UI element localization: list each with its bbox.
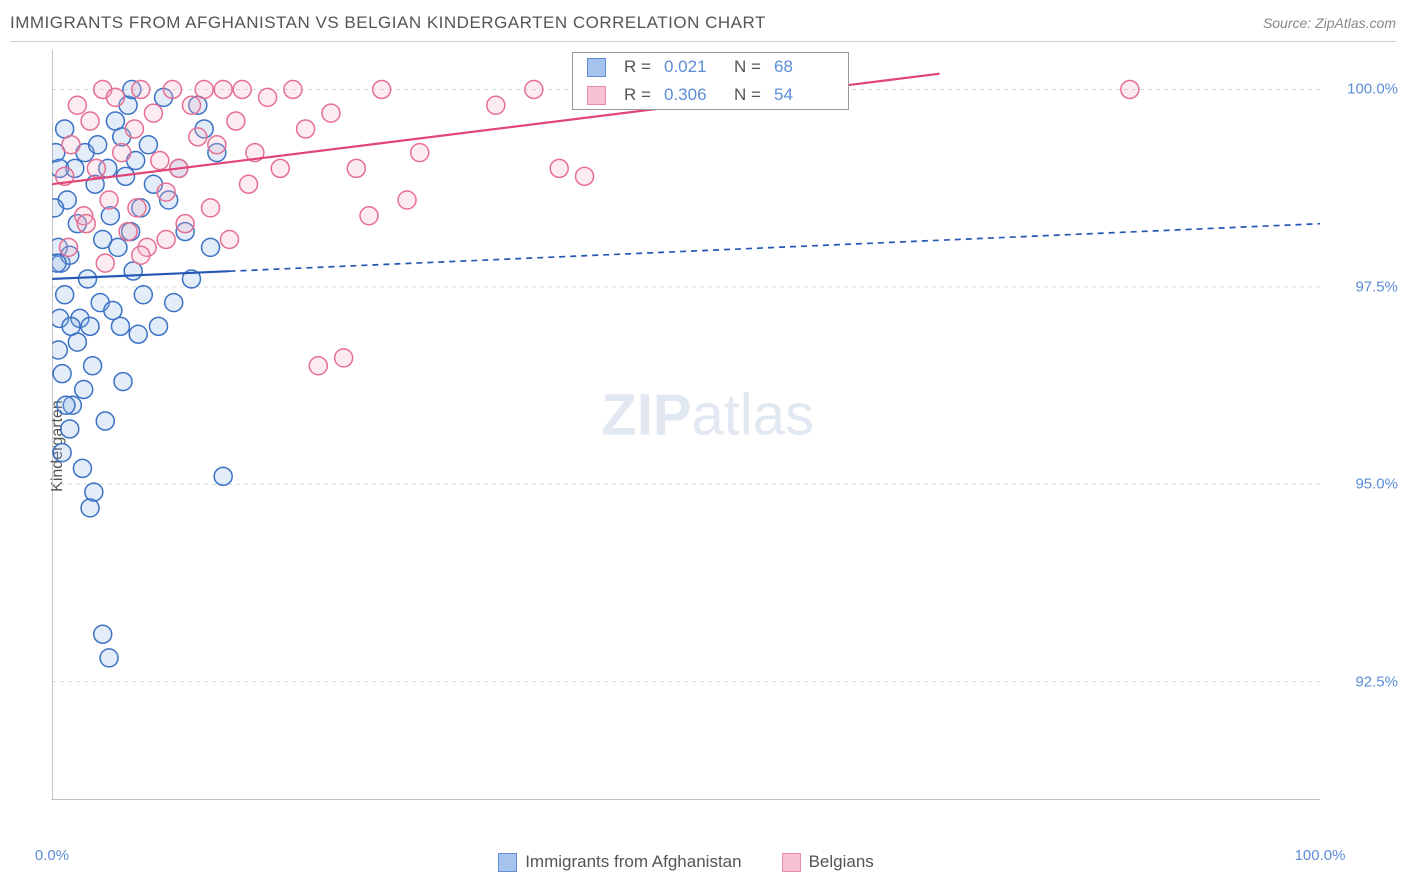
plot-svg (52, 50, 1320, 800)
footer-label-1: Belgians (809, 852, 874, 872)
n-value-1: 54 (774, 85, 834, 105)
chart-title: IMMIGRANTS FROM AFGHANISTAN VS BELGIAN K… (10, 13, 766, 33)
chart-container: IMMIGRANTS FROM AFGHANISTAN VS BELGIAN K… (0, 0, 1406, 892)
legend-row-1: R = 0.306 N = 54 (573, 81, 848, 109)
footer-legend-item-1: Belgians (782, 852, 874, 872)
footer-swatch-0 (498, 853, 517, 872)
footer-label-0: Immigrants from Afghanistan (525, 852, 741, 872)
source-label: Source: ZipAtlas.com (1263, 15, 1396, 31)
legend-swatch-0 (587, 58, 606, 77)
r-value-1: 0.306 (664, 85, 724, 105)
footer-legend: Immigrants from Afghanistan Belgians (52, 852, 1320, 872)
footer-swatch-1 (782, 853, 801, 872)
n-label: N = (734, 57, 764, 77)
footer-legend-item-0: Immigrants from Afghanistan (498, 852, 741, 872)
n-label: N = (734, 85, 764, 105)
title-bar: IMMIGRANTS FROM AFGHANISTAN VS BELGIAN K… (10, 10, 1396, 42)
y-tick-label: 92.5% (1355, 673, 1398, 690)
r-label: R = (624, 85, 654, 105)
y-tick-label: 100.0% (1347, 81, 1398, 98)
legend-row-0: R = 0.021 N = 68 (573, 53, 848, 81)
r-value-0: 0.021 (664, 57, 724, 77)
legend-swatch-1 (587, 86, 606, 105)
y-tick-label: 95.0% (1355, 476, 1398, 493)
correlation-legend: R = 0.021 N = 68 R = 0.306 N = 54 (572, 52, 849, 110)
plot-area: ZIPatlas R = 0.021 N = 68 R = 0.306 N = … (52, 50, 1320, 800)
y-tick-label: 97.5% (1355, 278, 1398, 295)
r-label: R = (624, 57, 654, 77)
n-value-0: 68 (774, 57, 834, 77)
